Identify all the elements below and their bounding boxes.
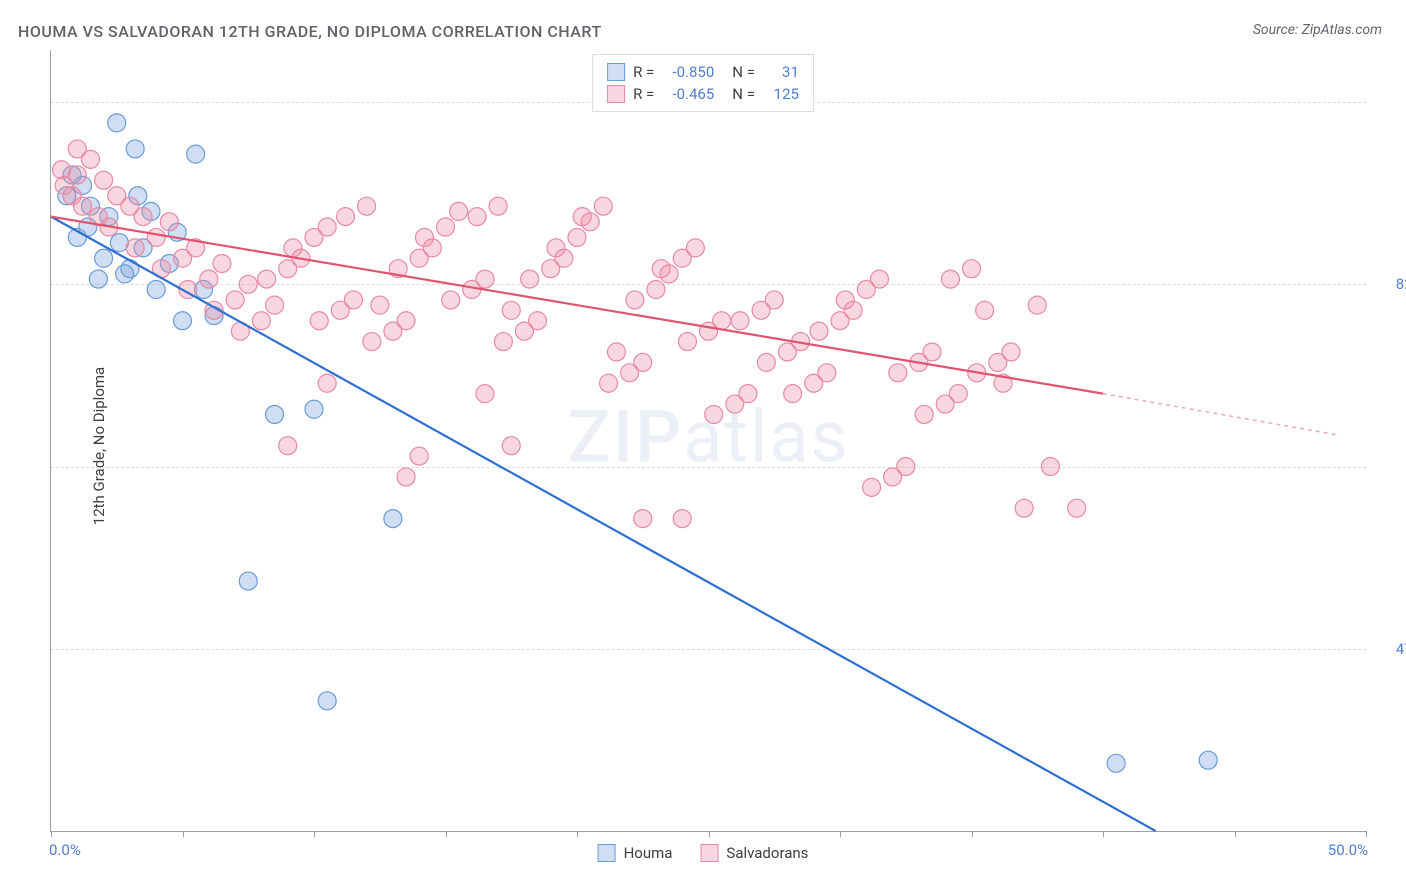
x-tick: [183, 831, 184, 837]
x-tick: [314, 831, 315, 837]
legend-r-label: R =: [633, 85, 654, 103]
y-tick-label: 47.5%: [1376, 640, 1406, 658]
x-tick: [577, 831, 578, 837]
x-tick-label: 0.0%: [49, 841, 81, 859]
x-tick: [709, 831, 710, 837]
x-tick: [1366, 831, 1367, 837]
x-tick-label: 50.0%: [1328, 841, 1368, 859]
chart-title: HOUMA VS SALVADORAN 12TH GRADE, NO DIPLO…: [18, 22, 602, 41]
legend-swatch: [607, 85, 625, 103]
x-tick: [446, 831, 447, 837]
x-tick: [840, 831, 841, 837]
legend-series: Houma Salvadorans: [598, 844, 809, 862]
legend-row: R = -0.850 N = 31: [607, 61, 799, 83]
legend-correlation: R = -0.850 N = 31 R = -0.465 N = 125: [592, 54, 814, 112]
plot-area: ZIPatlas 47.5%82.5%0.0%50.0%: [50, 50, 1366, 832]
legend-n-value: 125: [765, 85, 799, 103]
correlation-chart: HOUMA VS SALVADORAN 12TH GRADE, NO DIPLO…: [0, 0, 1406, 892]
legend-swatch: [607, 63, 625, 81]
source-label: Source: ZipAtlas.com: [1253, 22, 1382, 38]
legend-r-value: -0.465: [664, 85, 714, 103]
regression-line-extrapolated: [1103, 394, 1340, 436]
legend-n-value: 31: [765, 63, 799, 81]
x-tick: [1103, 831, 1104, 837]
legend-series-item: Salvadorans: [700, 844, 808, 862]
legend-n-label: N =: [732, 85, 755, 103]
legend-swatch: [598, 844, 616, 862]
x-tick: [972, 831, 973, 837]
y-tick-label: 82.5%: [1376, 275, 1406, 293]
legend-row: R = -0.465 N = 125: [607, 83, 799, 105]
x-tick: [51, 831, 52, 837]
legend-r-value: -0.850: [664, 63, 714, 81]
regression-lines-layer: [51, 50, 1366, 831]
legend-swatch: [700, 844, 718, 862]
legend-series-label: Houma: [624, 844, 673, 862]
legend-n-label: N =: [732, 63, 755, 81]
x-tick: [1235, 831, 1236, 837]
legend-series-label: Salvadorans: [726, 844, 808, 862]
legend-r-label: R =: [633, 63, 654, 81]
legend-series-item: Houma: [598, 844, 673, 862]
